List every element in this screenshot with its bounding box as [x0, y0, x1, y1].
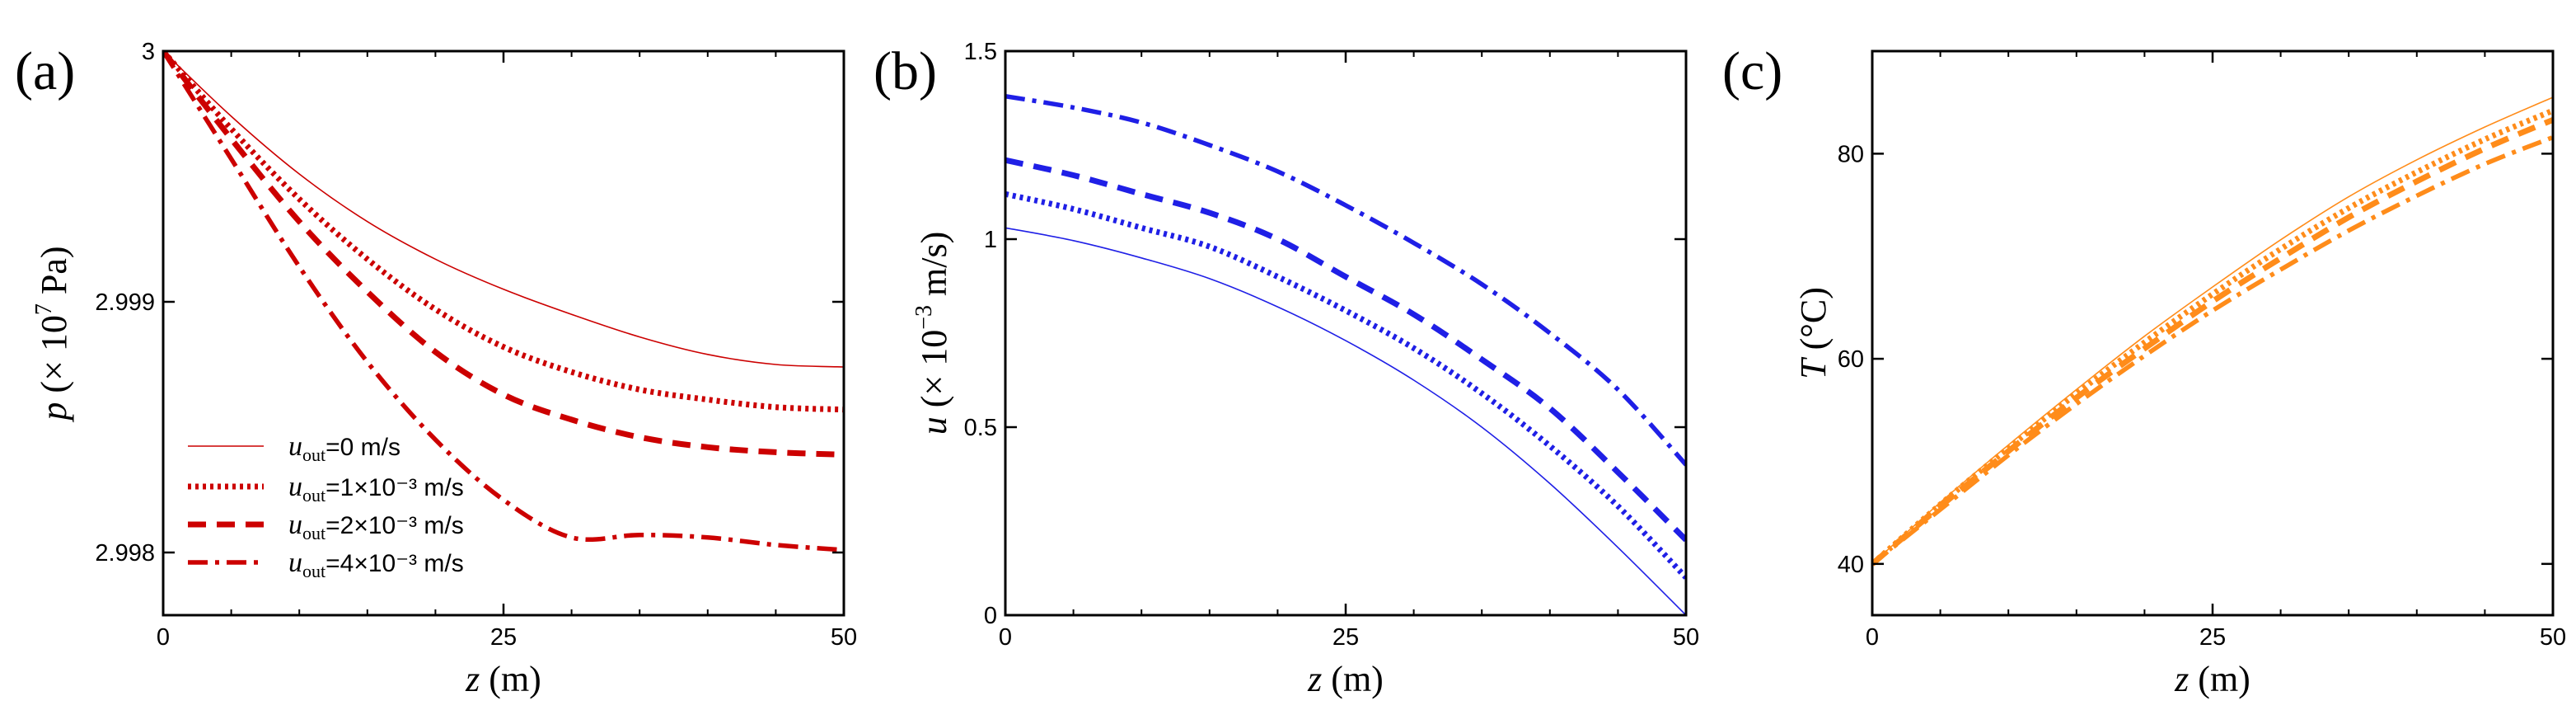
series-line-3	[1872, 134, 2553, 566]
panel-b: 0 25 50 0 0.5 1 1.5 (b) z (m) u (× 10−3 m/s)	[873, 39, 1699, 699]
x-tick-label: 50	[2540, 624, 2566, 651]
series-line-1	[1872, 107, 2553, 567]
legend-entry-1: uout=1×10⁻³ m/s	[288, 472, 464, 505]
y-tick-label: 1	[984, 227, 997, 253]
x-axis-title: z (m)	[2174, 659, 2250, 699]
x-axis-title: z (m)	[1307, 659, 1384, 699]
panel-label: (a)	[15, 41, 75, 101]
x-tick-label: 25	[2199, 624, 2226, 651]
y-tick-label: 3	[142, 39, 155, 65]
plot-frame	[162, 49, 845, 617]
panel-a: 0 25 50 2.998 2.999 3 (a) z (m) p (× 107 Pa) uout…	[15, 39, 857, 699]
x-tick-label: 0	[157, 624, 170, 651]
series-line-1	[1005, 190, 1686, 580]
x-tick-label: 0	[1866, 624, 1879, 651]
plot-frame	[1871, 49, 2555, 617]
panel-label: (c)	[1722, 41, 1782, 101]
series-line-3	[1005, 93, 1686, 467]
x-tick-label: 0	[999, 624, 1012, 651]
y-axis-title: u (× 10−3 m/s)	[911, 232, 954, 435]
series-line-0	[1005, 227, 1686, 615]
x-tick-label: 50	[831, 624, 857, 651]
series-line-0	[163, 51, 844, 368]
legend-entry-3: uout=4×10⁻³ m/s	[288, 548, 464, 581]
y-tick-label: 1.5	[964, 39, 997, 65]
y-tick-label: 80	[1838, 141, 1864, 167]
x-tick-label: 25	[490, 624, 517, 651]
legend: uout=0 m/s uout=1×10⁻³ m/s uout=2×10⁻³ m/s…	[188, 431, 464, 581]
legend-entry-2: uout=2×10⁻³ m/s	[288, 510, 464, 543]
y-tick-label: 2.999	[95, 289, 155, 316]
y-tick-label: 2.998	[95, 540, 155, 567]
x-tick-label: 25	[1332, 624, 1359, 651]
panel-c: 0 25 50 40 60 80 (c) z (m) T (°C)	[1722, 41, 2566, 699]
x-tick-label: 50	[1673, 624, 1699, 651]
series-line-1	[163, 51, 844, 413]
y-axis-title: p (× 107 Pa)	[31, 246, 74, 422]
y-tick-label: 0.5	[964, 415, 997, 441]
x-axis-title: z (m)	[465, 659, 541, 699]
y-tick-label: 0	[984, 603, 997, 629]
y-tick-label: 60	[1838, 346, 1864, 373]
legend-entry-0: uout=0 m/s	[288, 431, 400, 465]
series-line-3	[163, 51, 844, 552]
series-line-2	[163, 51, 844, 458]
y-axis-title: T (°C)	[1793, 287, 1834, 379]
y-tick-label: 40	[1838, 552, 1864, 578]
series-line-2	[1872, 117, 2553, 567]
series-line-2	[1005, 157, 1686, 543]
panel-label: (b)	[873, 41, 937, 101]
plot-frame	[1004, 49, 1688, 617]
